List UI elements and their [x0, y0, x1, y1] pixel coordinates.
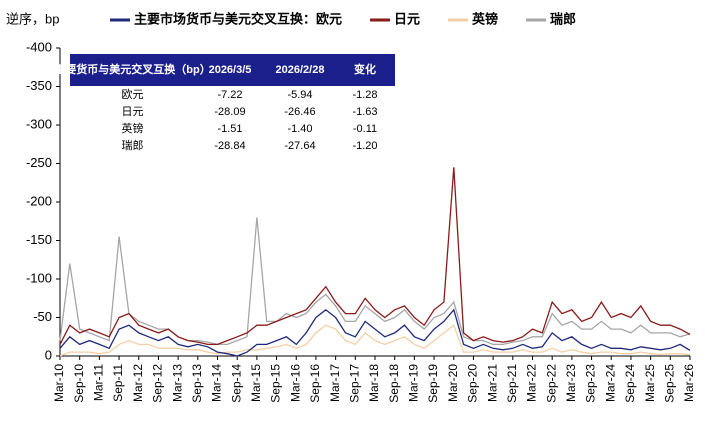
x-tick-label: Mar-10 [52, 364, 66, 402]
x-tick-label: Mar-12 [131, 364, 145, 402]
table-cell: -1.28 [352, 89, 377, 101]
table-cell: 瑞郎 [122, 138, 144, 152]
x-tick-label: Sep-22 [544, 364, 558, 403]
x-tick-label: Mar-16 [288, 364, 302, 402]
table-cell: -5.94 [287, 89, 312, 101]
table-cell: -1.63 [352, 106, 377, 118]
x-tick-label: Mar-18 [367, 364, 381, 402]
table-cell: -28.84 [214, 140, 245, 152]
series-line [59, 217, 691, 346]
x-tick-label: Mar-20 [446, 364, 460, 402]
table-cell: -28.09 [214, 106, 245, 118]
x-tick-label: Sep-20 [466, 364, 480, 403]
x-tick-label: Mar-23 [564, 364, 578, 402]
x-tick-label: Mar-19 [407, 364, 421, 402]
y-tick-label: 0 [45, 347, 52, 362]
x-tick-label: Mar-24 [603, 364, 617, 402]
y-tick-label: -250 [26, 155, 52, 170]
x-tick-label: Sep-25 [662, 364, 676, 403]
series-line [59, 308, 691, 357]
table-header: 2026/3/5 [209, 64, 252, 76]
x-tick-label: Mar-14 [210, 364, 224, 402]
legend-label: 英镑 [471, 11, 498, 26]
x-tick-label: Mar-21 [485, 364, 499, 402]
table-cell: -27.64 [284, 140, 315, 152]
x-tick-label: Sep-15 [269, 364, 283, 403]
table-cell: -1.51 [217, 123, 242, 135]
x-tick-label: Sep-21 [505, 364, 519, 403]
series-line [59, 167, 691, 346]
table-cell: -1.40 [287, 123, 312, 135]
legend-label: 日元 [394, 11, 420, 26]
table-cell: -26.46 [284, 106, 315, 118]
table-cell: 欧元 [122, 88, 144, 101]
x-tick-label: Mar-26 [682, 364, 696, 402]
table-cell: -1.20 [352, 140, 377, 152]
table-cell: 日元 [122, 106, 144, 118]
x-tick-label: Sep-14 [229, 364, 243, 403]
y-axis-label: 逆序，bp [6, 11, 59, 26]
x-tick-label: Sep-17 [347, 364, 361, 403]
x-tick-label: Sep-16 [308, 364, 322, 403]
x-tick-label: Sep-24 [623, 364, 637, 403]
x-tick-label: Sep-11 [111, 364, 125, 402]
x-tick-label: Sep-10 [72, 364, 86, 403]
table-cell: 英镑 [122, 121, 144, 135]
series-line [59, 324, 691, 357]
y-tick-label: -300 [26, 116, 52, 131]
x-tick-label: Sep-19 [426, 364, 440, 403]
table-cell: -7.22 [217, 89, 242, 101]
y-tick-label: -350 [26, 78, 52, 93]
y-tick-label: -150 [26, 232, 52, 247]
x-tick-label: Sep-13 [190, 364, 204, 403]
table-header: 变化 [354, 62, 376, 76]
table-header: 2026/2/28 [276, 64, 325, 76]
table-header: 主要货币与美元交叉互换（bp） [54, 62, 210, 76]
x-tick-label: Sep-18 [387, 364, 401, 403]
x-tick-label: Mar-22 [525, 364, 539, 402]
x-tick-label: Mar-15 [249, 364, 263, 402]
table-cell: -0.11 [353, 123, 377, 135]
x-tick-label: Sep-23 [584, 364, 598, 403]
y-tick-label: -400 [26, 39, 52, 54]
x-tick-label: Mar-17 [328, 364, 342, 402]
table-header-bg [70, 54, 395, 86]
x-tick-label: Mar-25 [643, 364, 657, 402]
x-tick-label: Mar-11 [92, 364, 106, 401]
legend-label: 瑞郎 [550, 11, 576, 26]
y-tick-label: -50 [33, 309, 52, 324]
y-tick-label: -200 [26, 193, 52, 208]
y-tick-label: -100 [26, 270, 52, 285]
x-tick-label: Sep-12 [151, 364, 165, 403]
x-tick-label: Mar-13 [170, 364, 184, 402]
legend-label: 主要市场货币与美元交叉互换：欧元 [134, 11, 342, 26]
